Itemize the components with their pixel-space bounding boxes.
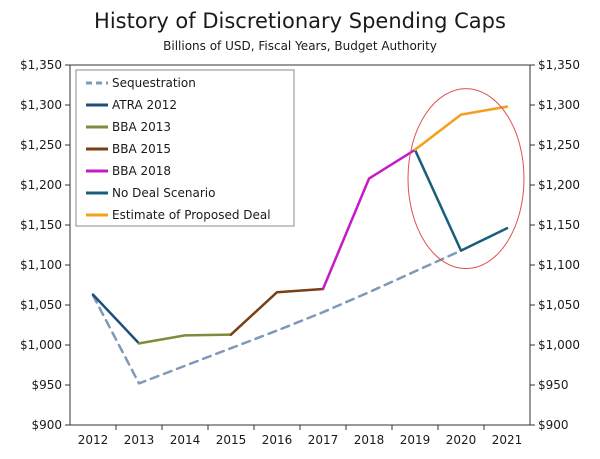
series-line-bba-2013 [137, 333, 233, 345]
legend-box [75, 69, 295, 227]
y-tick-label-right: $1,050 [538, 298, 580, 312]
chart-subtitle: Billions of USD, Fiscal Years, Budget Au… [163, 39, 437, 53]
x-tick-label: 2012 [78, 433, 109, 447]
y-tick-label-right: $1,150 [538, 218, 580, 232]
y-tick-label-left: $1,300 [20, 98, 62, 112]
y-tick-label-left: $1,000 [20, 338, 62, 352]
legend-label: BBA 2015 [112, 142, 171, 156]
legend-label: Estimate of Proposed Deal [112, 208, 271, 222]
y-tick-label-left: $1,150 [20, 218, 62, 232]
y-tick-label-left: $900 [31, 418, 62, 432]
y-tick-label-right: $1,000 [538, 338, 580, 352]
series-line-bba-2018 [321, 148, 417, 291]
x-tick-label: 2014 [170, 433, 201, 447]
legend: Sequestration ATRA 2012 BBA 2013 BBA 2015 BB… [75, 69, 295, 227]
legend-label: ATRA 2012 [112, 98, 177, 112]
y-tick-label-left: $1,100 [20, 258, 62, 272]
y-tick-label-left: $1,200 [20, 178, 62, 192]
legend-label: BBA 2018 [112, 164, 171, 178]
y-tick-label-right: $1,300 [538, 98, 580, 112]
chart-title: History of Discretionary Spending Caps [94, 9, 506, 33]
legend-label: No Deal Scenario [112, 186, 215, 200]
x-tick-label: 2015 [216, 433, 247, 447]
x-tick-label: 2018 [354, 433, 385, 447]
x-tick-label: 2017 [308, 433, 339, 447]
y-tick-label-right: $950 [538, 378, 569, 392]
x-tick-label: 2016 [262, 433, 293, 447]
y-tick-label-left: $1,250 [20, 138, 62, 152]
series-line-atra-2012 [91, 293, 141, 345]
x-tick-label: 2019 [400, 433, 431, 447]
legend-label: Sequestration [112, 76, 196, 90]
y-tick-label-right: $1,250 [538, 138, 580, 152]
y-tick-label-right: $1,350 [538, 58, 580, 72]
y-tick-label-right: $1,200 [538, 178, 580, 192]
legend-label: BBA 2013 [112, 120, 171, 134]
x-tick-label: 2021 [492, 433, 523, 447]
series-line-estimate-of-proposed-deal [413, 105, 509, 152]
y-tick-label-right: $900 [538, 418, 569, 432]
series-line-bba-2015 [229, 287, 325, 336]
y-tick-label-right: $1,100 [538, 258, 580, 272]
y-tick-label-left: $1,350 [20, 58, 62, 72]
series-line-sequestration [91, 249, 463, 385]
x-tick-label: 2013 [124, 433, 155, 447]
highlight-ellipse [407, 88, 525, 270]
series-line-no-deal-scenario [413, 148, 509, 252]
y-tick-label-left: $950 [31, 378, 62, 392]
y-tick-label-left: $1,050 [20, 298, 62, 312]
plot-area: $900 $900 $950 $950 $1,000 $1,000 $1,050 $1,050… [20, 58, 580, 447]
x-tick-label: 2020 [446, 433, 477, 447]
